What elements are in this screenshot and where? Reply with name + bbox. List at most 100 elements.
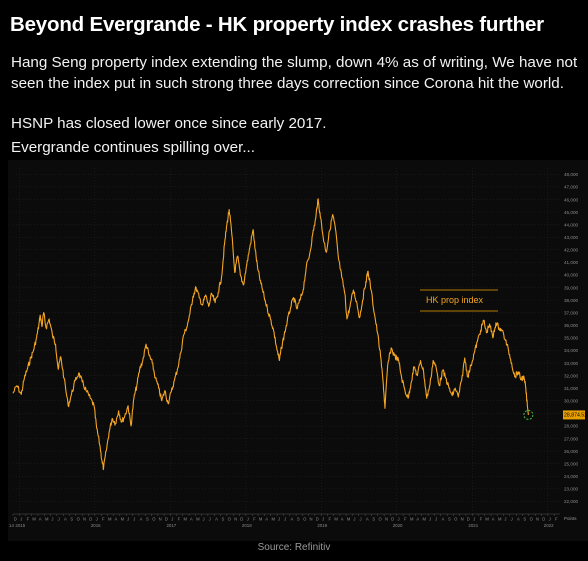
x-month-label: J: [51, 517, 53, 522]
series-line-hk-prop-index: [12, 198, 529, 471]
x-month-label: D: [542, 517, 545, 522]
y-unit-label: Points: [564, 516, 577, 521]
x-month-label: M: [259, 517, 263, 522]
x-month-label: O: [303, 517, 307, 522]
x-month-label: J: [353, 517, 355, 522]
x-month-label: J: [247, 517, 249, 522]
x-month-label: O: [152, 517, 156, 522]
x-month-label: A: [64, 517, 67, 522]
x-year-label: 2021: [468, 523, 478, 528]
intro-paragraph: Hang Seng property index extending the s…: [11, 54, 578, 92]
x-month-label: M: [108, 517, 112, 522]
y-tick-label: 22,000: [564, 499, 578, 504]
y-tick-label: 35,000: [564, 336, 578, 341]
x-month-label: M: [334, 517, 338, 522]
x-month-label: M: [271, 517, 275, 522]
y-tick-label: 28,000: [564, 424, 578, 429]
x-month-label: M: [423, 517, 427, 522]
x-month-label: N: [310, 517, 313, 522]
x-year-label: 2015: [15, 523, 25, 528]
x-month-label: O: [454, 517, 458, 522]
y-axis: 48,000 47,000 46,000 45,000 44,000 43,000 42,0…: [564, 172, 578, 504]
x-month-label: A: [114, 517, 117, 522]
x-month-label: D: [467, 517, 470, 522]
x-month-label: F: [102, 517, 105, 522]
x-month-label: N: [83, 517, 86, 522]
y-tick-label: 23,000: [564, 487, 578, 492]
x-month-label: D: [391, 517, 394, 522]
x-month-label: D: [165, 517, 168, 522]
x-month-label: O: [228, 517, 232, 522]
y-tick-label: 37,000: [564, 310, 578, 315]
last-point-marker: [523, 409, 534, 420]
x-month-label: J: [435, 517, 437, 522]
x-month-label: N: [536, 517, 539, 522]
x-month-label: J: [429, 517, 431, 522]
x-month-label: M: [498, 517, 502, 522]
gridlines: [13, 168, 560, 514]
x-month-label: A: [291, 517, 294, 522]
x-month-label: J: [20, 517, 22, 522]
x-month-label: J: [209, 517, 211, 522]
x-year-label: 2018: [242, 523, 252, 528]
x-month-label: O: [77, 517, 81, 522]
x-month-label: A: [215, 517, 218, 522]
x-month-label: J: [96, 517, 98, 522]
y-tick-label: 30,000: [564, 399, 578, 404]
x-month-label: M: [121, 517, 125, 522]
x-month-label: D: [14, 517, 17, 522]
x-month-label: J: [171, 517, 173, 522]
y-tick-label: 43,000: [564, 235, 578, 240]
x-month-label: M: [485, 517, 489, 522]
y-tick-label: 41,000: [564, 260, 578, 265]
x-month-label: F: [253, 517, 256, 522]
x-month-label: D: [89, 517, 92, 522]
x-month-label: S: [146, 517, 149, 522]
x-month-label: F: [27, 517, 30, 522]
x-month-label: N: [159, 517, 162, 522]
y-tick-label: 34,000: [564, 348, 578, 353]
x-month-label: S: [372, 517, 375, 522]
x-month-label: F: [178, 517, 181, 522]
y-tick-label: 42,000: [564, 248, 578, 253]
x-month-label: A: [492, 517, 495, 522]
x-month-label: J: [322, 517, 324, 522]
x-month-label: A: [366, 517, 369, 522]
legend-label: HK prop index: [426, 295, 484, 305]
y-tick-label: 40,000: [564, 273, 578, 278]
y-tick-label: 47,000: [564, 185, 578, 190]
x-month-label: N: [385, 517, 388, 522]
x-month-label: J: [504, 517, 506, 522]
x-month-label: F: [329, 517, 332, 522]
y-tick-label: 38,000: [564, 298, 578, 303]
x-month-label: N: [234, 517, 237, 522]
last-value-tag: [563, 410, 585, 420]
y-tick-label: 36,000: [564, 323, 578, 328]
x-month-label: S: [523, 517, 526, 522]
y-tick-label: 45,000: [564, 210, 578, 215]
x-month-label: M: [196, 517, 200, 522]
y-tick-label: 39,000: [564, 285, 578, 290]
page-title: Beyond Evergrande - HK property index cr…: [10, 13, 544, 36]
x-month-label: M: [410, 517, 414, 522]
x-month-label: S: [221, 517, 224, 522]
x-month-label: F: [404, 517, 407, 522]
x-month-label: J: [511, 517, 513, 522]
x-month-label: N: [461, 517, 464, 522]
x-year-label: 2020: [393, 523, 403, 528]
y-tick-label: 44,000: [564, 222, 578, 227]
x-month-label: A: [442, 517, 445, 522]
y-tick-label: 24,000: [564, 474, 578, 479]
x-year-label: 14: [9, 523, 14, 528]
x-month-label: M: [183, 517, 187, 522]
x-month-label: A: [341, 517, 344, 522]
x-month-label: J: [360, 517, 362, 522]
source-note: Source: Refinitiv: [257, 542, 331, 553]
x-month-label: A: [517, 517, 520, 522]
x-month-label: A: [265, 517, 268, 522]
x-month-label: M: [45, 517, 49, 522]
x-month-label: A: [416, 517, 419, 522]
x-month-label: J: [398, 517, 400, 522]
